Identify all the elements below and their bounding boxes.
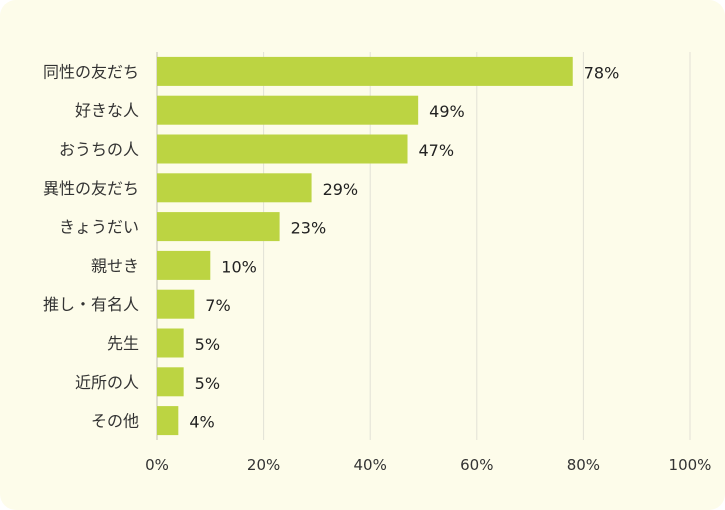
bars	[157, 56, 573, 436]
bar	[157, 367, 184, 397]
value-label: 4%	[189, 413, 214, 432]
x-tick-label: 80%	[567, 456, 600, 474]
value-label: 10%	[221, 257, 257, 276]
category-label: 同性の友だち	[43, 62, 139, 81]
x-tick-label: 0%	[145, 456, 169, 474]
value-label: 47%	[419, 141, 455, 160]
category-label: 先生	[107, 334, 139, 353]
category-label: 異性の友だち	[43, 179, 139, 198]
bar	[157, 56, 573, 86]
category-label: おうちの人	[59, 140, 139, 159]
value-label: 29%	[323, 180, 359, 199]
value-labels: 78% 49% 47% 29% 23% 10% 7% 5% 5% 4%	[189, 63, 619, 431]
bar	[157, 212, 280, 242]
category-label: 推し・有名人	[43, 295, 139, 314]
value-label: 7%	[205, 296, 230, 315]
bar	[157, 250, 211, 280]
value-label: 5%	[195, 335, 220, 354]
category-label: その他	[91, 412, 139, 431]
category-label: 親せき	[91, 256, 139, 275]
bar	[157, 328, 184, 358]
bar	[157, 289, 195, 319]
value-label: 49%	[429, 102, 465, 121]
bar	[157, 406, 179, 436]
x-tick-label: 100%	[669, 456, 712, 474]
x-tick-label: 60%	[460, 456, 493, 474]
value-label: 23%	[291, 219, 327, 238]
x-tick-labels: 0% 20% 40% 60% 80% 100%	[145, 456, 711, 474]
value-label: 78%	[584, 63, 620, 82]
category-label: 好きな人	[75, 101, 139, 120]
x-tick-label: 20%	[247, 456, 280, 474]
category-label: 近所の人	[75, 373, 139, 392]
bar	[157, 173, 312, 203]
value-label: 5%	[195, 374, 220, 393]
category-label: きょうだい	[59, 218, 139, 237]
bar	[157, 95, 419, 125]
x-tick-label: 40%	[354, 456, 387, 474]
bar	[157, 134, 408, 164]
category-labels: 同性の友だち好きな人おうちの人異性の友だちきょうだい親せき推し・有名人先生近所の…	[43, 62, 139, 430]
